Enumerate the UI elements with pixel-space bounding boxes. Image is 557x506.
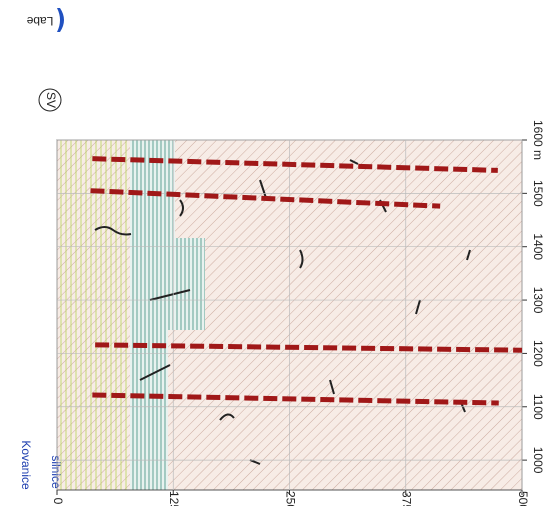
origin-label: Kovanice xyxy=(19,440,33,490)
x-tick-label: 1200 xyxy=(531,340,545,367)
river-label: Labe xyxy=(26,14,53,28)
y-tick-label: 500 xyxy=(516,491,530,506)
y-tick-label: 375 xyxy=(400,491,414,506)
x-tick-label: 1400 xyxy=(531,233,545,260)
x-tick-label: 1300 xyxy=(531,287,545,314)
x-tick-label: 1600 m xyxy=(531,120,545,160)
y-tick-label: 125 xyxy=(167,491,181,506)
x-tick-label: 1000 xyxy=(531,447,545,474)
x-tick-label: 1500 xyxy=(531,180,545,207)
y-tick-label: 0 xyxy=(51,498,65,505)
direction-label: SV xyxy=(44,92,58,108)
y-tick-label: 250 xyxy=(283,491,297,506)
x-tick-label: 1100 xyxy=(531,394,545,420)
river-mark xyxy=(57,8,64,32)
chart: Kovanice silnice SV Labe 100011001200130… xyxy=(0,0,557,506)
